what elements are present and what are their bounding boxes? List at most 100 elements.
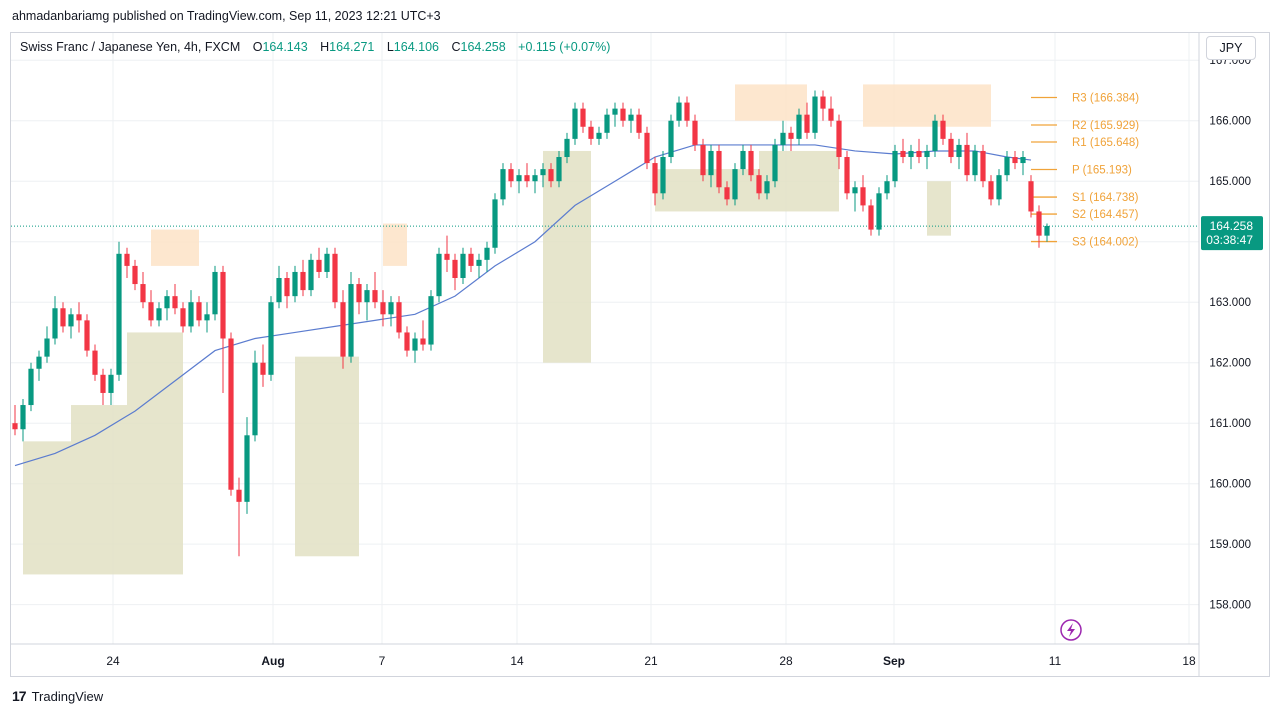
candle-body xyxy=(364,290,370,303)
candle-body xyxy=(804,114,810,133)
candle-body xyxy=(668,120,674,158)
x-tick-label: 28 xyxy=(779,654,793,668)
candle-body xyxy=(388,302,394,315)
candle-body xyxy=(260,362,266,375)
pivot-label: R1 (165.648) xyxy=(1072,137,1139,149)
open-value: 164.143 xyxy=(262,40,308,54)
candle-body xyxy=(972,150,978,176)
candle-body xyxy=(1044,225,1050,236)
candle-body xyxy=(572,108,578,139)
demand-zone xyxy=(927,181,951,236)
demand-zone xyxy=(543,150,591,363)
candle-body xyxy=(644,132,650,164)
candle-body xyxy=(996,175,1002,200)
candle-body xyxy=(180,308,186,327)
candle-body xyxy=(84,320,90,351)
pivot-label: S2 (164.457) xyxy=(1072,209,1139,221)
x-tick-label: 21 xyxy=(644,654,658,668)
candle-body xyxy=(612,108,618,115)
pivot-label: P (165.193) xyxy=(1072,165,1132,177)
candle-body xyxy=(68,314,74,327)
candle-body xyxy=(876,193,882,230)
candle-body xyxy=(724,187,730,200)
low-value: 164.106 xyxy=(393,40,439,54)
candle-body xyxy=(60,308,66,327)
chart-frame xyxy=(10,32,1270,677)
candle-body xyxy=(516,175,522,182)
y-tick-label: 163.000 xyxy=(1209,297,1251,309)
candle-body xyxy=(548,169,554,182)
candle-body xyxy=(324,253,330,272)
candle-body xyxy=(676,102,682,121)
candle-body xyxy=(396,302,402,333)
candle-body xyxy=(988,181,994,200)
candle-body xyxy=(844,157,850,194)
moving-average-line xyxy=(14,144,1032,467)
tradingview-logo-icon: 17 xyxy=(12,688,27,704)
candle-body xyxy=(740,150,746,170)
candle-body xyxy=(620,108,626,121)
candle-body xyxy=(916,150,922,158)
published-by-text: ahmadanbariamg published on TradingView.… xyxy=(12,9,441,23)
y-tick-label: 160.000 xyxy=(1209,479,1251,491)
x-tick-label: 14 xyxy=(510,654,524,668)
candle-body xyxy=(412,338,418,351)
candle-body xyxy=(948,138,954,158)
candle-body xyxy=(524,175,530,182)
candle-body xyxy=(156,308,162,321)
y-tick-label: 158.000 xyxy=(1209,600,1251,612)
symbol-name[interactable]: Swiss Franc / Japanese Yen, 4h, FXCM xyxy=(20,40,241,54)
last-price-tag xyxy=(1201,216,1263,251)
candle-body xyxy=(700,144,706,176)
candle-body xyxy=(1012,157,1018,164)
candle-body xyxy=(772,144,778,182)
lightning-glyph-icon xyxy=(1067,623,1075,637)
candle-body xyxy=(628,114,634,121)
candle-body xyxy=(108,374,114,393)
y-tick-label: 159.000 xyxy=(1209,539,1251,551)
candle-body xyxy=(556,157,562,182)
candle-body xyxy=(1028,181,1034,212)
candle-body xyxy=(228,338,234,490)
candlestick-chart[interactable]: 167.000166.000165.000164.000163.000162.0… xyxy=(11,33,1269,676)
candle-body xyxy=(564,138,570,158)
candle-body xyxy=(340,302,346,357)
demand-zone xyxy=(759,150,839,212)
candle-body xyxy=(596,132,602,139)
candle-body xyxy=(1004,157,1010,176)
candle-body xyxy=(828,108,834,121)
candle-body xyxy=(36,356,42,369)
candle-body xyxy=(980,150,986,182)
x-tick-label: Sep xyxy=(883,654,905,668)
candle-body xyxy=(140,284,146,303)
candle-body xyxy=(188,302,194,327)
candle-body xyxy=(348,284,354,357)
candle-body xyxy=(884,181,890,194)
pivot-label: S3 (164.002) xyxy=(1072,237,1139,249)
candle-body xyxy=(420,338,426,345)
candle-body xyxy=(244,435,250,502)
candle-body xyxy=(852,187,858,194)
lightning-icon[interactable] xyxy=(1060,619,1082,641)
candle-body xyxy=(900,150,906,158)
demand-zone xyxy=(295,356,359,557)
demand-zone xyxy=(71,405,127,575)
candle-body xyxy=(300,271,306,291)
candle-body xyxy=(444,253,450,260)
candle-body xyxy=(44,338,50,357)
candle-body xyxy=(196,302,202,321)
candle-body xyxy=(148,302,154,321)
currency-button[interactable]: JPY xyxy=(1206,36,1256,60)
candle-body xyxy=(860,187,866,206)
candle-body xyxy=(308,259,314,291)
candle-body xyxy=(964,144,970,176)
supply-zone xyxy=(151,229,199,266)
x-tick-label: 18 xyxy=(1182,654,1196,668)
candle-body xyxy=(468,253,474,266)
candle-body xyxy=(220,271,226,339)
tradingview-brand[interactable]: 17 TradingView xyxy=(12,688,103,704)
supply-zone xyxy=(735,84,807,121)
candle-body xyxy=(868,205,874,230)
candle-body xyxy=(532,175,538,182)
candle-body xyxy=(28,368,34,406)
